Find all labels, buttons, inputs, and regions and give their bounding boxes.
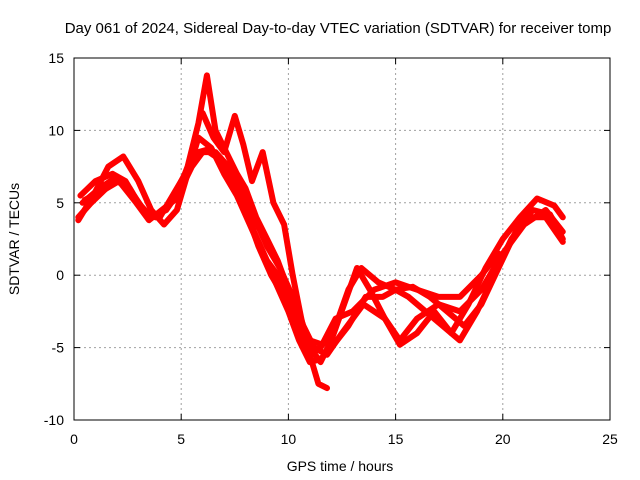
x-tick-label: 5	[177, 431, 185, 447]
x-tick-label: 10	[281, 431, 297, 447]
x-axis-label: GPS time / hours	[287, 458, 394, 474]
x-tick-label: 25	[602, 431, 618, 447]
series-track-4	[79, 146, 566, 348]
y-tick-label: 5	[56, 195, 64, 211]
y-tick-label: -10	[44, 412, 64, 428]
series-track-2	[77, 149, 566, 358]
series-track-3	[75, 134, 566, 366]
y-tick-label: -5	[52, 340, 65, 356]
chart-title: Day 061 of 2024, Sidereal Day-to-day VTE…	[65, 20, 612, 37]
axis-ticks: 0 5 10 15 20 25 -10 -5 0 5 10 15	[44, 50, 618, 447]
plot-frame	[73, 57, 611, 421]
x-tick-label: 15	[388, 431, 404, 447]
grid	[74, 58, 610, 420]
y-tick-label: 15	[48, 50, 64, 66]
x-tick-label: 20	[495, 431, 511, 447]
y-tick-label: 10	[48, 122, 64, 138]
y-tick-label: 0	[56, 267, 64, 283]
data-series	[75, 72, 566, 392]
x-tick-label: 0	[70, 431, 78, 447]
y-axis-label: SDTVAR / TECUs	[6, 183, 22, 295]
series-track-6	[199, 110, 330, 392]
